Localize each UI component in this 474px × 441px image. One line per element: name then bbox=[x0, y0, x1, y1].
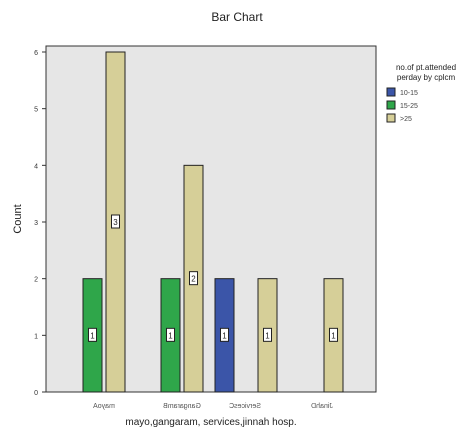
x-tick-label: GangaramB bbox=[163, 403, 201, 410]
x-tick-label: JinahD bbox=[311, 403, 333, 410]
x-axis-label: mayo,gangaram, services,jinnah hosp. bbox=[125, 417, 296, 428]
legend-swatch-0 bbox=[386, 87, 396, 97]
x-tick-label: ServicesC bbox=[229, 403, 261, 410]
data-label-box bbox=[329, 327, 338, 342]
data-label-box bbox=[88, 327, 97, 342]
legend-title-line-1: no.of pt.attended bbox=[396, 63, 456, 72]
data-label: 1 bbox=[265, 331, 270, 340]
x-tick-label: mayoA bbox=[93, 403, 115, 410]
data-label: 1 bbox=[168, 331, 173, 340]
y-tick-label: 5 bbox=[34, 107, 38, 114]
y-tick-label: 2 bbox=[34, 277, 38, 284]
y-tick-label: 6 bbox=[34, 50, 38, 57]
y-axis-label: Count bbox=[12, 204, 24, 233]
data-label: 1 bbox=[222, 331, 227, 340]
chart-title: Bar Chart bbox=[211, 10, 263, 24]
y-tick-label: 0 bbox=[34, 390, 38, 397]
y-tick-label: 3 bbox=[34, 220, 38, 227]
legend-swatch-2 bbox=[386, 113, 396, 123]
data-label: 1 bbox=[331, 331, 336, 340]
data-label-box bbox=[220, 327, 229, 342]
legend-swatch-1 bbox=[386, 100, 396, 110]
legend-label-1: 15-25 bbox=[400, 103, 418, 110]
data-label-box bbox=[166, 327, 175, 342]
data-label: 2 bbox=[191, 275, 196, 284]
y-tick-label: 4 bbox=[34, 163, 38, 170]
data-label: 1 bbox=[90, 331, 95, 340]
legend-label-2: >25 bbox=[400, 116, 412, 123]
data-label: 3 bbox=[113, 218, 118, 227]
data-label-box bbox=[111, 214, 120, 229]
y-tick-label: 1 bbox=[34, 333, 38, 340]
legend-title-line-2: perday by cplcm bbox=[397, 73, 456, 82]
data-label-box bbox=[189, 271, 198, 286]
legend-label-0: 10-15 bbox=[400, 90, 418, 97]
data-label-box bbox=[263, 327, 272, 342]
